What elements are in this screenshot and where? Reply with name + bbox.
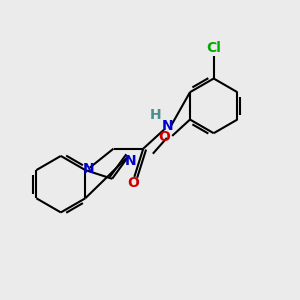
Text: O: O — [158, 130, 170, 144]
Text: N: N — [162, 119, 173, 133]
Text: N: N — [124, 154, 136, 168]
Text: O: O — [127, 176, 139, 190]
Text: Cl: Cl — [206, 41, 221, 55]
Text: N: N — [83, 162, 95, 176]
Text: H: H — [149, 108, 161, 122]
